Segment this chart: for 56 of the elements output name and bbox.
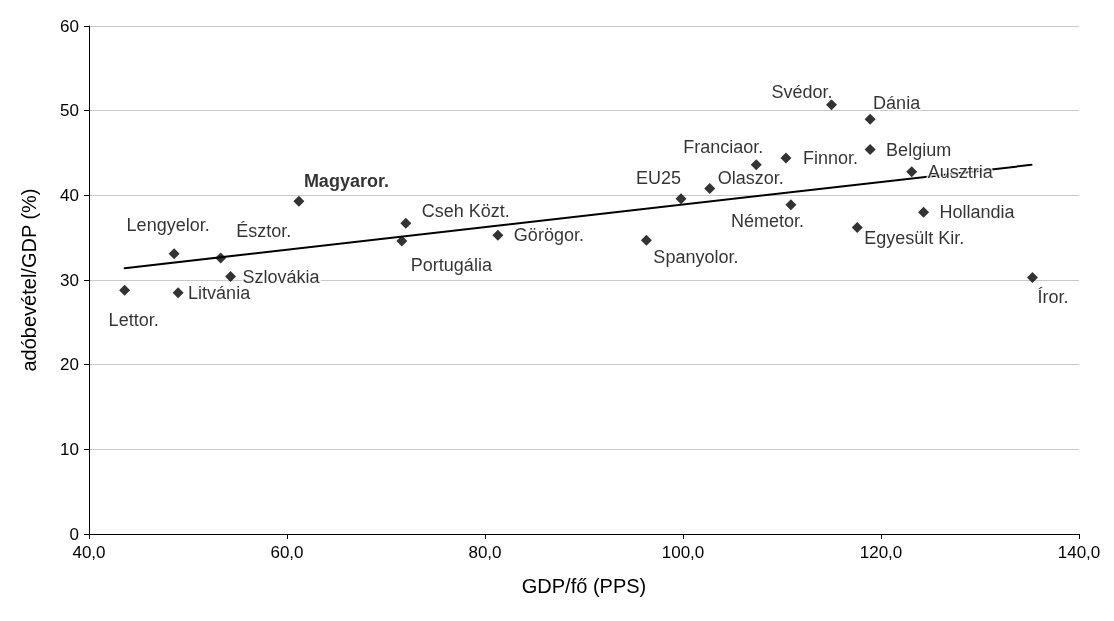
point <box>864 144 876 156</box>
data-label: Dánia <box>873 93 922 114</box>
x-tick-label: 80,0 <box>468 543 502 562</box>
point <box>851 222 863 234</box>
point <box>640 234 652 246</box>
y-axis-title: adóbevétel/GDP (%) <box>18 188 40 372</box>
y-tick-label: 0 <box>69 524 79 544</box>
data-label: Lettor. <box>108 310 159 331</box>
point <box>400 217 412 229</box>
x-tick-label: 60,0 <box>270 543 304 562</box>
data-label: Svédor. <box>771 81 833 102</box>
point <box>750 159 762 171</box>
data-label: Spanyolor. <box>653 247 739 268</box>
data-label: EU25 <box>635 167 682 188</box>
point <box>119 284 131 296</box>
data-label: Finnor. <box>802 148 858 169</box>
y-tick-label: 30 <box>60 270 79 290</box>
point <box>172 287 184 299</box>
point <box>780 152 792 164</box>
point <box>704 183 716 195</box>
data-label: Észtor. <box>236 220 292 241</box>
data-label: Olaszor. <box>717 167 784 188</box>
data-label: Portugália <box>410 255 493 276</box>
point <box>864 113 876 125</box>
data-label: Magyaror. <box>303 171 389 192</box>
data-label: Belgium <box>886 139 952 160</box>
y-tick-label: 40 <box>60 185 79 205</box>
point <box>215 252 227 264</box>
point <box>168 248 180 260</box>
y-tick-label: 20 <box>60 355 79 375</box>
data-label: Görögor. <box>513 225 584 246</box>
point <box>396 235 408 247</box>
point <box>225 271 237 283</box>
x-tick-label: 100,0 <box>661 543 705 562</box>
data-label: Franciaor. <box>683 136 764 157</box>
point <box>785 199 797 211</box>
x-tick-label: 120,0 <box>859 543 903 562</box>
data-label: Hollandia <box>939 202 1016 223</box>
x-tick-label: 40,0 <box>72 543 106 562</box>
data-label: Lengyelor. <box>126 214 210 235</box>
point <box>918 206 930 218</box>
x-tick-label: 140,0 <box>1057 543 1101 562</box>
data-label: Egyesült Kir. <box>864 227 965 248</box>
point <box>826 99 837 111</box>
point <box>1026 271 1038 283</box>
data-label: Németor. <box>730 210 804 231</box>
point <box>492 229 504 241</box>
point <box>675 193 687 205</box>
data-label: Cseh Közt. <box>421 201 510 222</box>
y-tick-label: 10 <box>60 439 79 459</box>
data-label: Íror. <box>1037 287 1069 308</box>
y-tick-label: 50 <box>60 101 79 121</box>
y-tick-label: 60 <box>60 16 79 36</box>
point <box>906 166 918 178</box>
x-axis-title: GDP/fő (PPS) <box>521 575 647 597</box>
point <box>293 195 305 207</box>
